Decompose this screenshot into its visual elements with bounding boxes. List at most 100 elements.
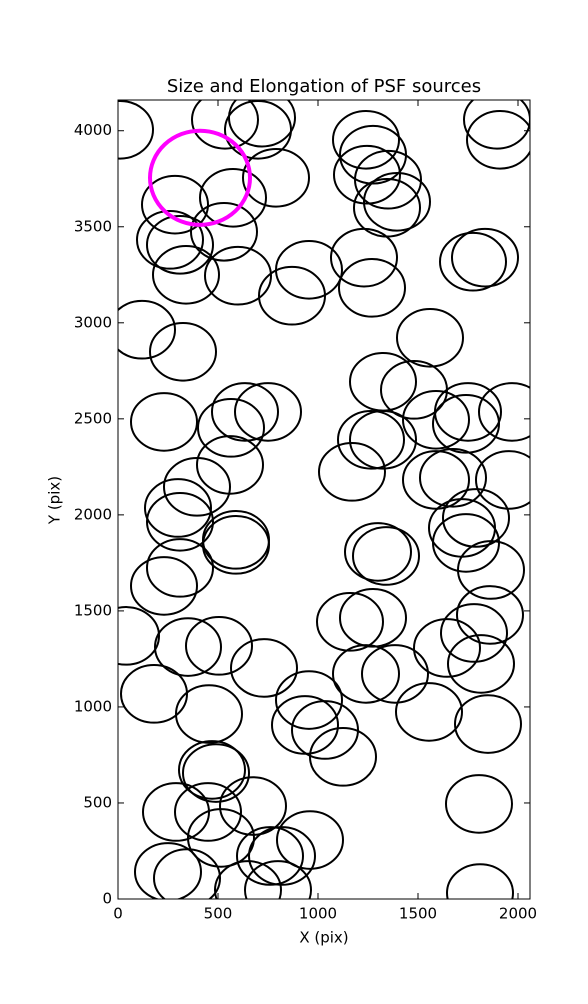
psf-ellipse [242,147,310,208]
psf-ellipse [475,450,530,510]
psf-ellipse [146,215,214,275]
chart-title: Size and Elongation of PSF sources [167,76,481,97]
psf-ellipse [118,299,176,360]
x-tick-label: 2000 [499,905,537,923]
psf-ellipse [190,201,258,262]
psf-ellipse [330,227,398,288]
psf-ellipse [152,244,220,305]
y-axis-label: Y (pix) [46,476,64,525]
x-tick-label: 500 [204,905,233,923]
psf-ellipse [395,682,463,742]
psf-ellipse [402,389,470,450]
psf-ellipse [275,670,343,730]
psf-ellipse [291,700,359,760]
psf-ellipse [130,392,198,452]
psf-ellipse [197,398,265,458]
y-tick-label: 3000 [74,313,112,331]
psf-ellipse [118,606,160,666]
y-tick-label: 3500 [74,217,112,235]
psf-ellipse [154,617,222,677]
psf-ellipse [419,447,487,508]
y-tick-label: 4000 [74,121,112,139]
psf-ellipse [352,526,420,586]
psf-ellipse [349,409,417,470]
x-tick-label: 1000 [299,905,337,923]
psf-ellipse [344,522,412,582]
psf-ellipse [432,394,500,454]
psf-ellipse [248,826,316,886]
psf-ellipse [141,174,209,235]
psf-ellipse [332,109,400,170]
psf-ellipse [148,128,252,227]
psf-ellipse [136,210,204,270]
psf-ellipse [214,860,282,899]
psf-ellipse [396,307,464,368]
psf-ellipse [199,167,267,228]
psf-ellipse [244,860,312,899]
psf-ellipse [211,382,279,442]
psf-ellipse [118,100,154,160]
psf-ellipse [309,727,377,787]
psf-ellipse [447,634,515,694]
psf-ellipse [413,618,481,678]
y-tick-label: 1500 [74,601,112,619]
psf-ellipse [185,616,253,676]
psf-ellipse [332,644,400,704]
psf-ellipse [236,826,304,886]
psf-ellipse [276,810,344,870]
y-tick-label: 2500 [74,409,112,427]
psf-ellipse [224,100,292,160]
psf-ellipse [163,457,231,517]
psf-ellipse [146,491,214,552]
psf-ellipse [466,109,530,170]
x-tick-label: 1500 [399,905,437,923]
x-axis-label: X (pix) [299,929,348,947]
psf-ellipse [361,644,429,704]
psf-ellipse [149,321,217,382]
psf-ellipse [354,149,422,210]
x-tick-label: 0 [113,905,123,923]
psf-ellipse [454,694,522,754]
psf-ellipse [120,664,188,724]
psf-ellipse [446,863,514,899]
psf-ellipse [134,842,202,899]
psf-ellipse [202,515,270,575]
psf-ellipse [191,100,259,150]
psf-ellipse [457,540,525,600]
psf-ellipse [178,740,246,800]
psf-ellipse [182,743,250,803]
psf-ellipse [337,409,405,470]
psf-ellipse [204,245,272,306]
psf-ellipse [333,144,401,205]
psf-ellipse [316,592,384,652]
psf-ellipse [456,585,524,645]
psf-ellipse [440,603,508,663]
psf-ellipse [338,258,406,318]
y-tick-label: 500 [83,793,112,811]
axes-frame [117,99,531,900]
y-tick-label: 1000 [74,697,112,715]
psf-ellipse [363,171,431,232]
psf-ellipse [478,382,530,442]
psf-ellipse [175,684,243,744]
psf-ellipse [451,227,519,288]
psf-ellipse [442,488,510,548]
psf-ellipse [439,231,507,292]
psf-ellipse [230,638,298,698]
psf-ellipse [234,382,302,442]
psf-ellipse [146,538,214,598]
y-tick-label: 0 [102,890,112,908]
psf-ellipse [174,782,242,842]
psf-ellipse [130,556,198,616]
psf-ellipse [153,848,221,899]
y-tick-label: 2000 [74,505,112,523]
psf-ellipse [445,774,513,834]
psf-ellipse [318,442,386,502]
psf-ellipse [258,265,326,326]
psf-ellipse [187,808,255,868]
psf-ellipse [144,478,212,538]
plot-area [118,100,530,899]
psf-ellipse [463,100,530,150]
